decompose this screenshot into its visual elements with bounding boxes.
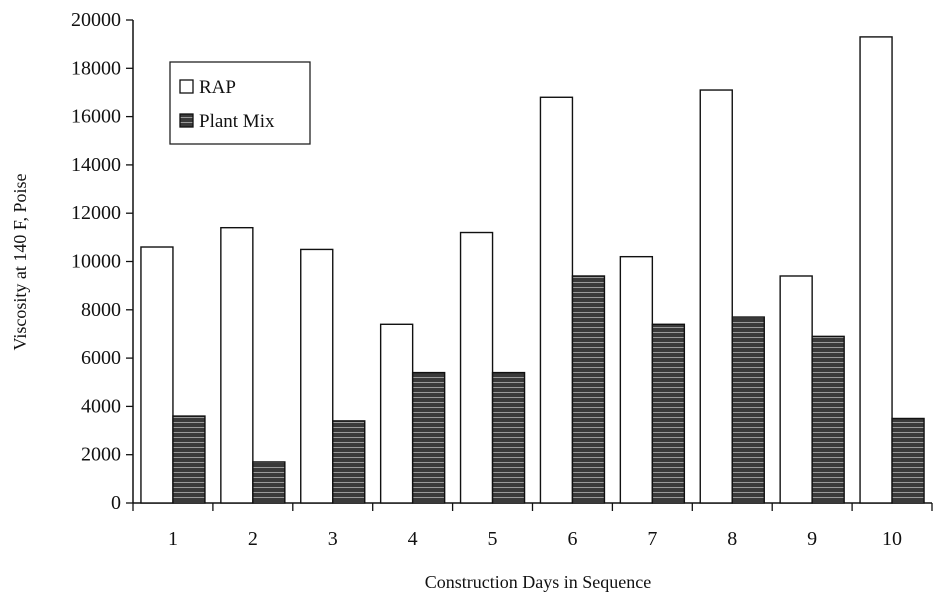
x-tick-label: 6: [567, 528, 577, 550]
bar-rap: [300, 248, 334, 504]
bar-plant-mix: [172, 415, 206, 504]
bar-plant-mix: [731, 316, 765, 504]
x-tick-label: 5: [488, 528, 498, 550]
y-tick-label: 14000: [71, 154, 121, 176]
legend: RAP Plant Mix: [169, 61, 311, 145]
bar-rap: [859, 36, 893, 504]
bar-plant-mix: [651, 323, 686, 504]
x-tick-label: 2: [248, 528, 258, 550]
legend-label-plant-mix: Plant Mix: [199, 111, 275, 132]
bar-rap: [619, 255, 654, 504]
legend-frame: [169, 61, 311, 145]
legend-label-rap: RAP: [199, 77, 236, 98]
legend-swatch-rap: [179, 79, 194, 94]
bar-rap: [779, 275, 813, 504]
x-tick-label: 3: [328, 528, 338, 550]
x-tick-label: 10: [882, 528, 902, 550]
bar-plant-mix: [332, 420, 366, 504]
bar-plant-mix: [571, 275, 606, 504]
x-tick-label: 8: [727, 528, 737, 550]
bar-rap: [699, 89, 733, 504]
y-axis-title: Viscosity at 140 F, Poise: [10, 174, 30, 351]
x-tick-label: 4: [408, 528, 418, 550]
bar-rap: [220, 226, 254, 504]
y-tick-label: 2000: [81, 444, 121, 466]
x-tick-label: 1: [168, 528, 178, 550]
bar-plant-mix: [252, 461, 286, 504]
legend-swatch-plant-mix: [179, 113, 194, 128]
bar-rap: [140, 246, 174, 504]
bar-plant-mix: [891, 417, 925, 504]
bar-plant-mix: [811, 335, 845, 504]
x-axis-title: Construction Days in Sequence: [425, 572, 651, 592]
bars: [140, 36, 925, 504]
y-tick-label: 4000: [81, 395, 121, 417]
x-tick-label: 7: [647, 528, 657, 550]
y-tick-label: 8000: [81, 299, 121, 321]
y-tick-label: 10000: [71, 251, 121, 273]
y-tick-label: 20000: [71, 9, 121, 31]
y-tick-label: 0: [111, 492, 121, 514]
bar-plant-mix: [491, 371, 526, 504]
y-tick-label: 12000: [71, 202, 121, 224]
bar-rap: [539, 96, 574, 504]
bar-rap: [379, 323, 414, 504]
tick-labels: 0 2000 4000 6000 8000 10000 12000 14000 16000 180…: [71, 9, 902, 550]
bar-rap: [459, 231, 494, 504]
y-tick-label: 18000: [71, 57, 121, 79]
y-tick-label: 16000: [71, 106, 121, 128]
bar-plant-mix: [411, 371, 446, 504]
y-tick-label: 6000: [81, 347, 121, 369]
x-tick-label: 9: [807, 528, 817, 550]
